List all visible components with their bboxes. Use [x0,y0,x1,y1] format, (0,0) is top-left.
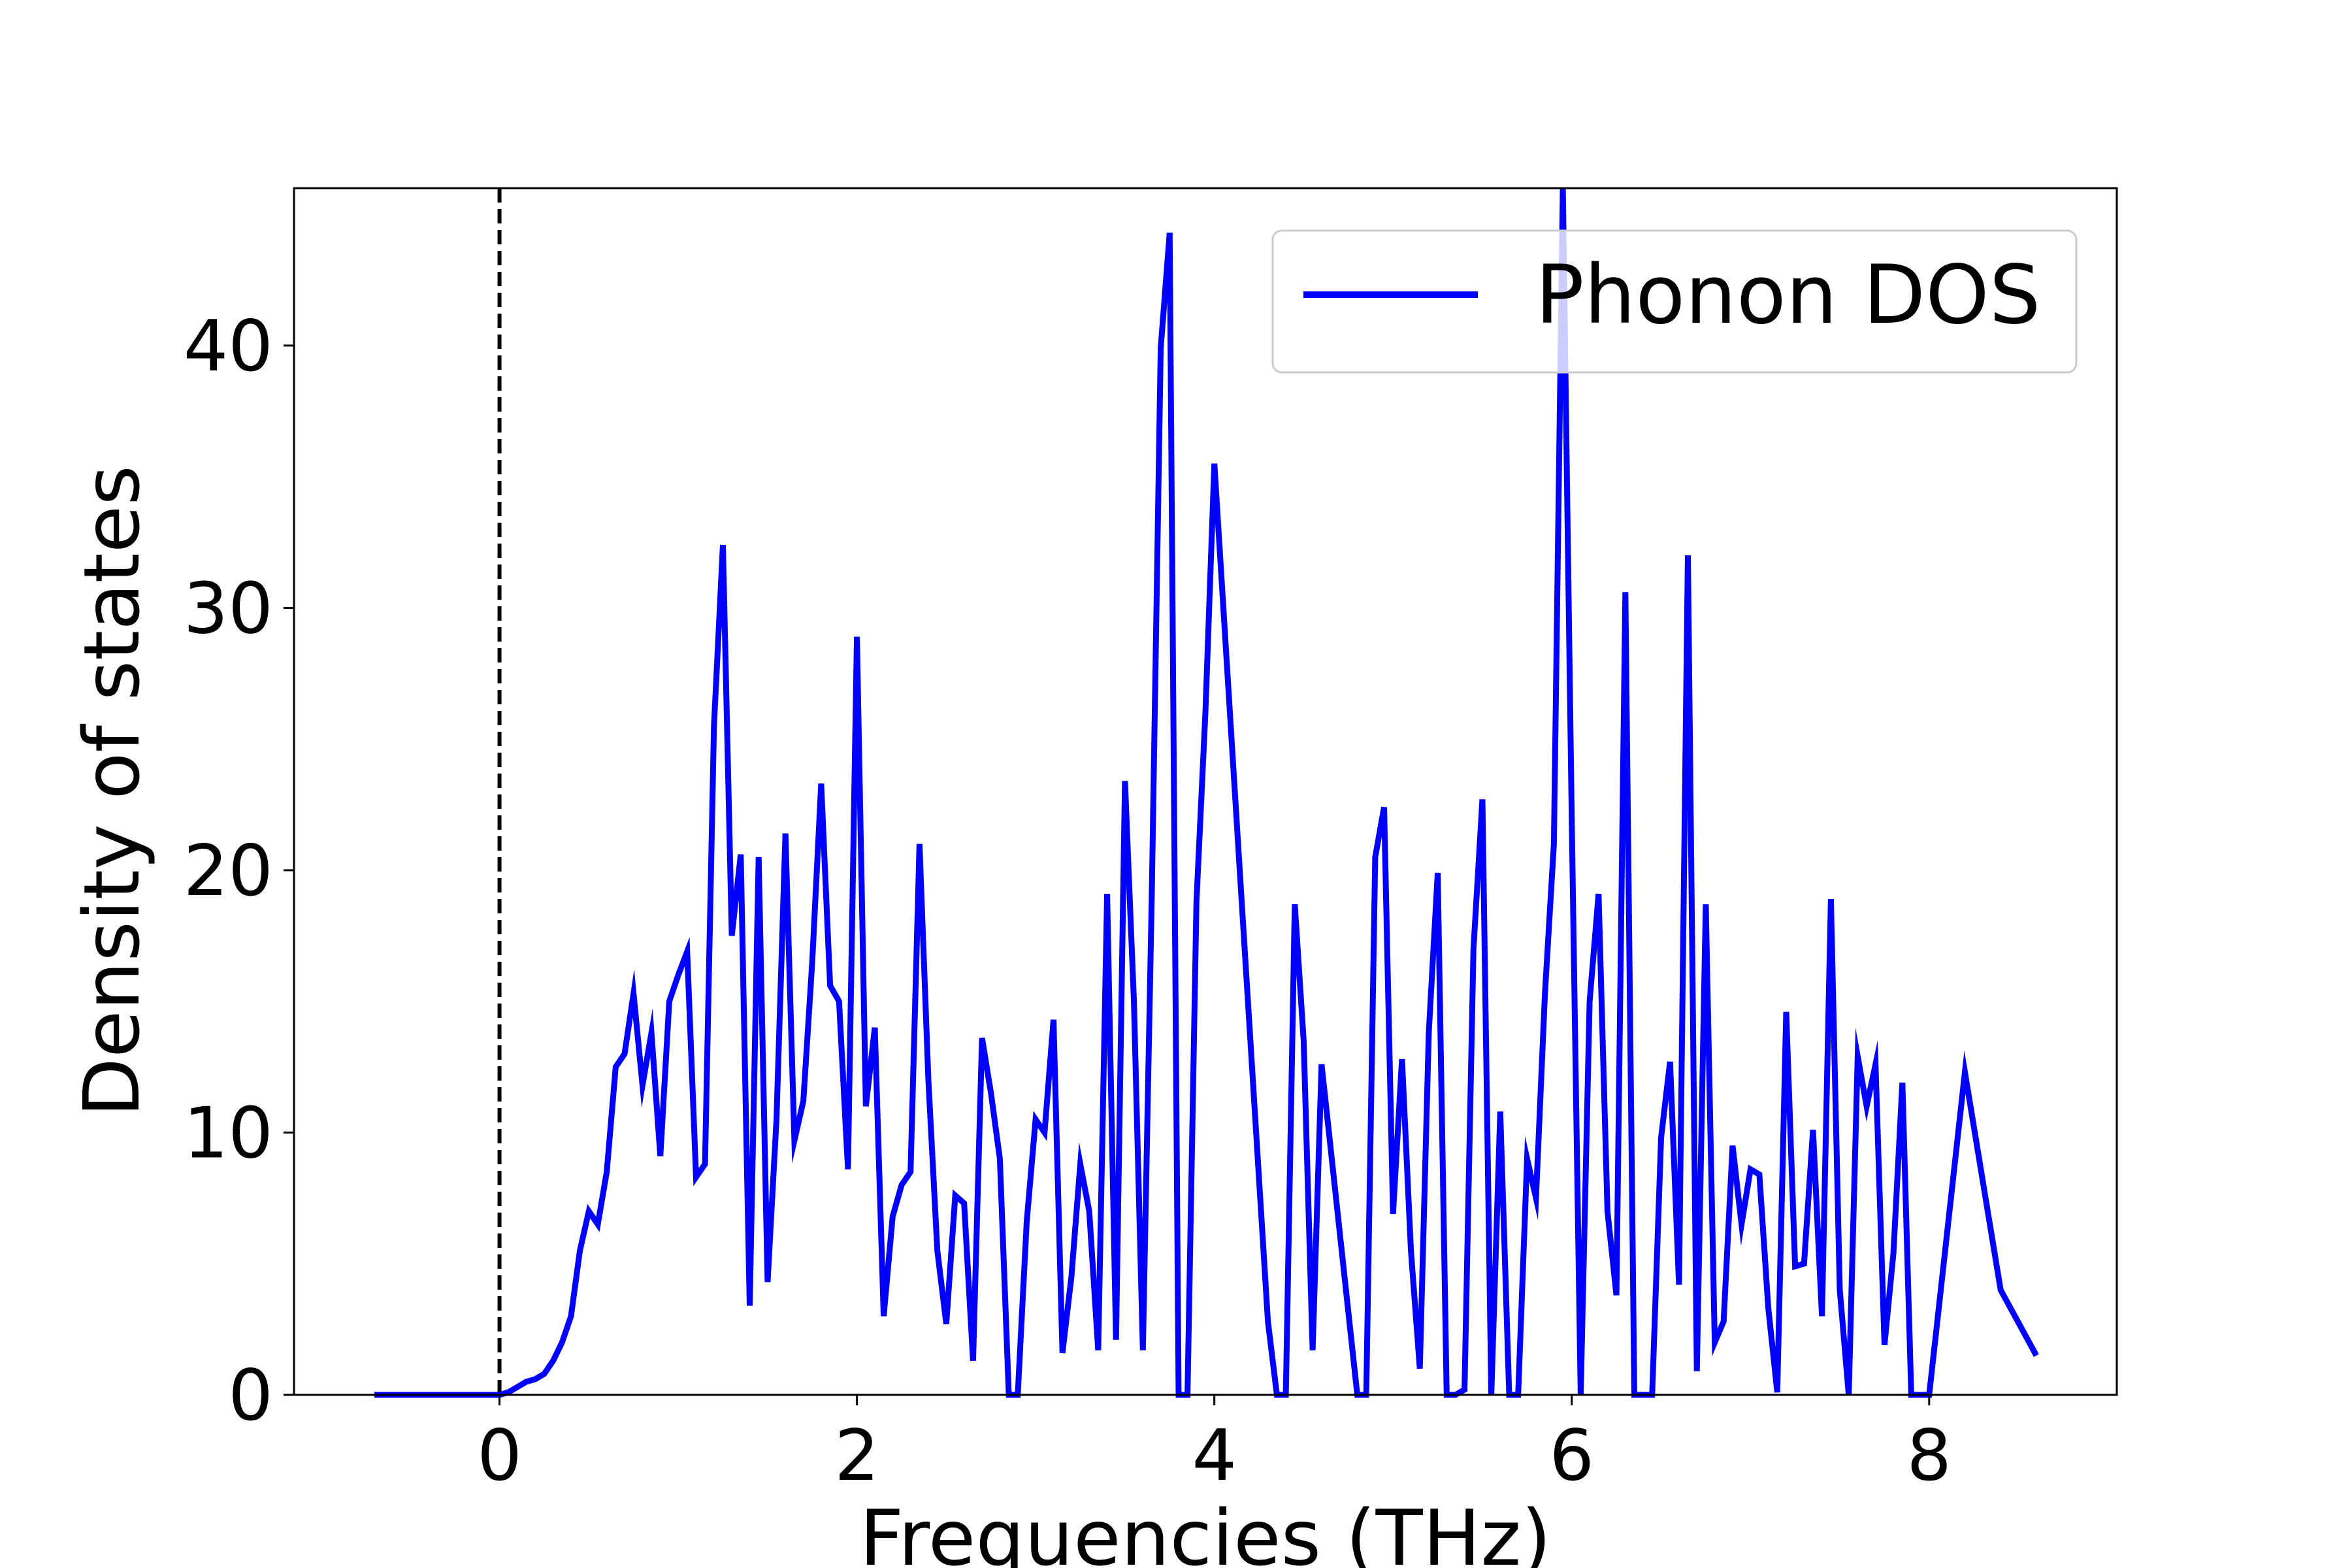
y-tick-label: 20 [184,830,273,912]
legend-frame [1271,229,2078,374]
legend-label: Phonon DOS [1535,248,2041,342]
x-axis-label: Frequencies (THz) [860,1493,1552,1568]
x-tick-label: 8 [1906,1415,1952,1497]
x-tick-label: 2 [834,1415,879,1497]
series-line-phonon-dos [374,188,2039,1398]
legend: Phonon DOS [1271,229,2078,374]
y-tick-label: 40 [184,306,273,387]
axes-frame [293,187,2118,1396]
x-tick-label: 6 [1549,1415,1594,1497]
y-tick-label: 10 [184,1092,273,1174]
x-tick-label: 4 [1192,1415,1237,1497]
y-tick-label: 30 [184,568,273,649]
plot-area [294,188,2117,1395]
x-tick-label: 0 [477,1415,522,1497]
y-tick-label: 0 [228,1355,273,1437]
y-axis-label: Density of states [67,465,157,1117]
